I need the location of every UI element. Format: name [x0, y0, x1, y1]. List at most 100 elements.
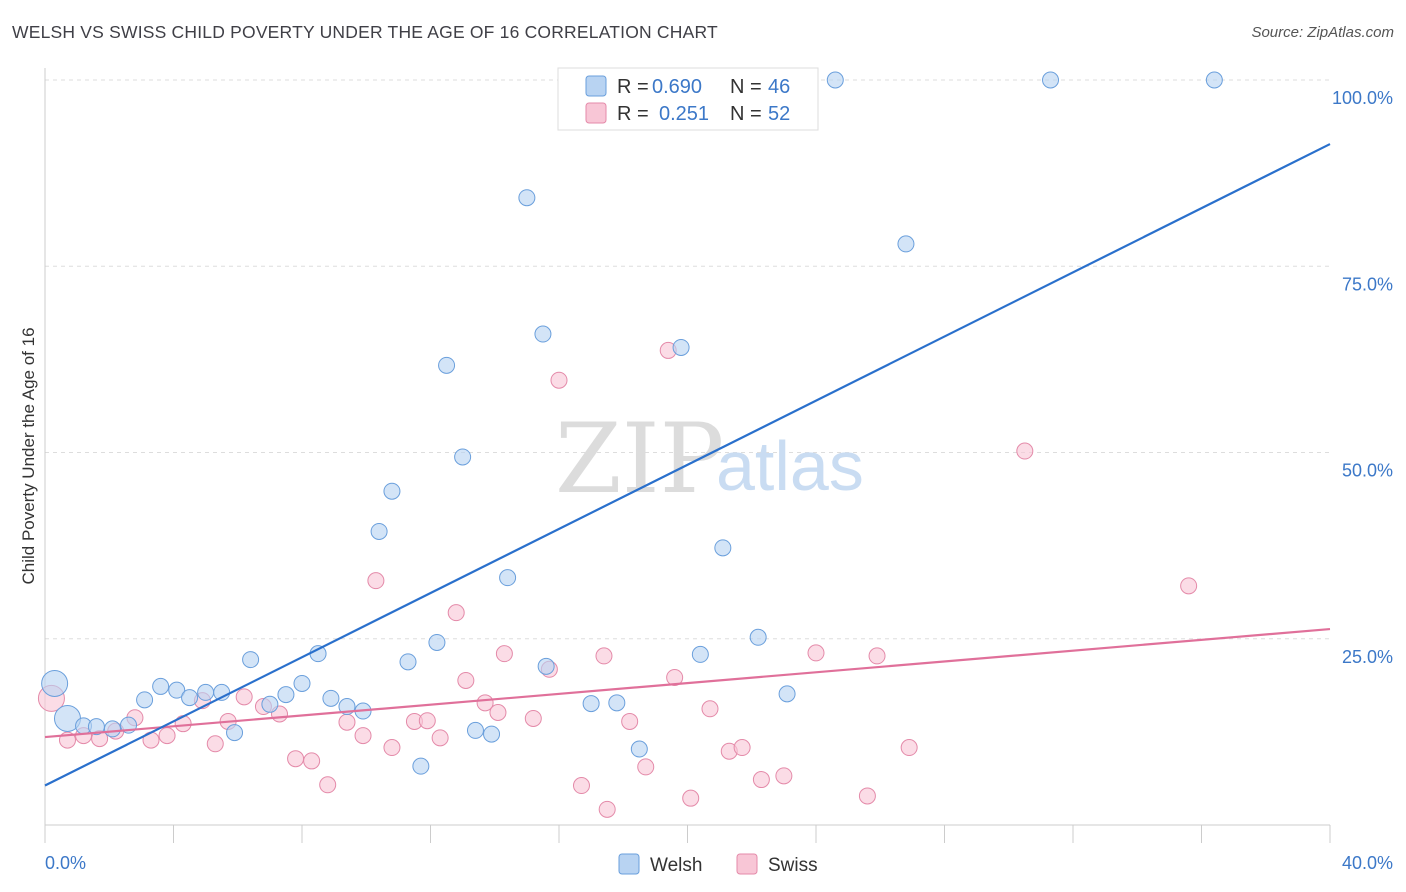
welsh-point	[454, 448, 472, 466]
welsh-point	[261, 695, 279, 713]
welsh-point	[897, 235, 915, 253]
welsh-point	[41, 669, 69, 697]
y-tick-label-50: 50.0%	[1342, 461, 1393, 481]
legend-r-label-welsh: R =	[617, 76, 649, 98]
swiss-point	[598, 800, 616, 818]
swiss-point	[495, 645, 513, 663]
welsh-point	[370, 522, 388, 540]
y-tick-labels: 25.0% 50.0% 75.0% 100.0%	[1332, 88, 1393, 667]
welsh-point	[630, 740, 648, 758]
welsh-point	[168, 681, 186, 699]
legend-r-label-swiss: R =	[617, 103, 649, 125]
welsh-point	[672, 338, 690, 356]
legend-n-value-swiss: 52	[768, 103, 790, 125]
welsh-point	[438, 356, 456, 374]
swiss-point	[303, 752, 321, 770]
chart-title: WELSH VS SWISS CHILD POVERTY UNDER THE A…	[12, 22, 718, 42]
x-tick-label-max: 40.0%	[1342, 853, 1393, 873]
y-axis-label: Child Poverty Under the Age of 16	[19, 327, 38, 584]
swiss-point	[701, 700, 719, 718]
welsh-point	[152, 677, 170, 695]
swiss-point	[457, 671, 475, 689]
swiss-point	[775, 767, 793, 785]
swiss-point	[1180, 577, 1198, 595]
swiss-point	[621, 712, 639, 730]
welsh-point	[483, 725, 501, 743]
welsh-point	[181, 689, 199, 707]
welsh-point	[582, 695, 600, 713]
swiss-point	[206, 735, 224, 753]
swiss-point	[383, 739, 401, 757]
welsh-point	[383, 482, 401, 500]
bottom-legend: Welsh Swiss	[618, 853, 818, 876]
watermark-atlas: atlas	[716, 427, 864, 505]
bottom-legend-swatch-swiss	[736, 853, 758, 875]
swiss-point	[752, 771, 770, 789]
x-tick-label-min: 0.0%	[45, 853, 86, 873]
swiss-point	[733, 739, 751, 757]
swiss-point	[572, 777, 590, 795]
welsh-point	[826, 71, 844, 89]
y-tick-label-100: 100.0%	[1332, 88, 1393, 108]
trend-lines	[44, 143, 1331, 787]
x-tick-marks	[44, 825, 1331, 843]
welsh-point	[242, 651, 260, 669]
swiss-point	[868, 647, 886, 665]
legend-r-value-swiss: 0.251	[659, 103, 709, 125]
welsh-point	[466, 721, 484, 739]
grid-lines	[45, 79, 1330, 640]
stats-legend: R = 0.690 N = 46 R = 0.251 N = 52	[557, 67, 819, 131]
watermark-zip: ZIP	[555, 403, 724, 515]
welsh-point	[293, 674, 311, 692]
welsh-point	[428, 633, 446, 651]
welsh-point	[608, 694, 626, 712]
bottom-legend-swatch-welsh	[618, 853, 640, 875]
swiss-point	[524, 709, 542, 727]
welsh-point	[1042, 71, 1060, 89]
legend-swatch-welsh	[585, 75, 607, 97]
welsh-point	[518, 189, 536, 207]
welsh-point	[537, 657, 555, 675]
legend-n-value-welsh: 46	[768, 76, 790, 98]
welsh-trend-line	[44, 143, 1331, 787]
swiss-point	[287, 750, 305, 768]
watermark: ZIP atlas	[555, 403, 864, 515]
swiss-point	[367, 572, 385, 590]
welsh-point	[534, 325, 552, 343]
swiss-point	[807, 644, 825, 662]
source-label: Source: ZipAtlas.com	[1251, 24, 1394, 41]
welsh-point	[749, 628, 767, 646]
welsh-point	[197, 683, 215, 701]
swiss-point	[418, 712, 436, 730]
welsh-point	[277, 686, 295, 704]
swiss-point	[1016, 442, 1034, 460]
y-tick-label-25: 25.0%	[1342, 647, 1393, 667]
swiss-point	[595, 647, 613, 665]
welsh-point	[1205, 71, 1223, 89]
legend-swatch-swiss	[585, 102, 607, 124]
welsh-point	[412, 757, 430, 775]
swiss-point	[354, 727, 372, 745]
swiss-point	[900, 739, 918, 757]
welsh-point	[136, 691, 154, 709]
welsh-point	[691, 645, 709, 663]
swiss-point	[319, 776, 337, 794]
bottom-legend-label-swiss: Swiss	[768, 855, 818, 876]
welsh-point	[226, 724, 244, 742]
legend-r-value-welsh: 0.690	[652, 76, 702, 98]
welsh-point	[499, 569, 517, 587]
welsh-point	[778, 685, 796, 703]
legend-n-label-swiss: N =	[730, 103, 762, 125]
swiss-point	[431, 729, 449, 747]
swiss-point	[447, 604, 465, 622]
swiss-point	[158, 727, 176, 745]
welsh-points	[41, 71, 1223, 775]
swiss-point	[682, 789, 700, 807]
swiss-point	[174, 715, 192, 733]
swiss-point	[637, 758, 655, 776]
swiss-point	[489, 704, 507, 722]
bottom-legend-label-welsh: Welsh	[650, 855, 702, 876]
swiss-point	[666, 668, 684, 686]
legend-n-label-welsh: N =	[730, 76, 762, 98]
